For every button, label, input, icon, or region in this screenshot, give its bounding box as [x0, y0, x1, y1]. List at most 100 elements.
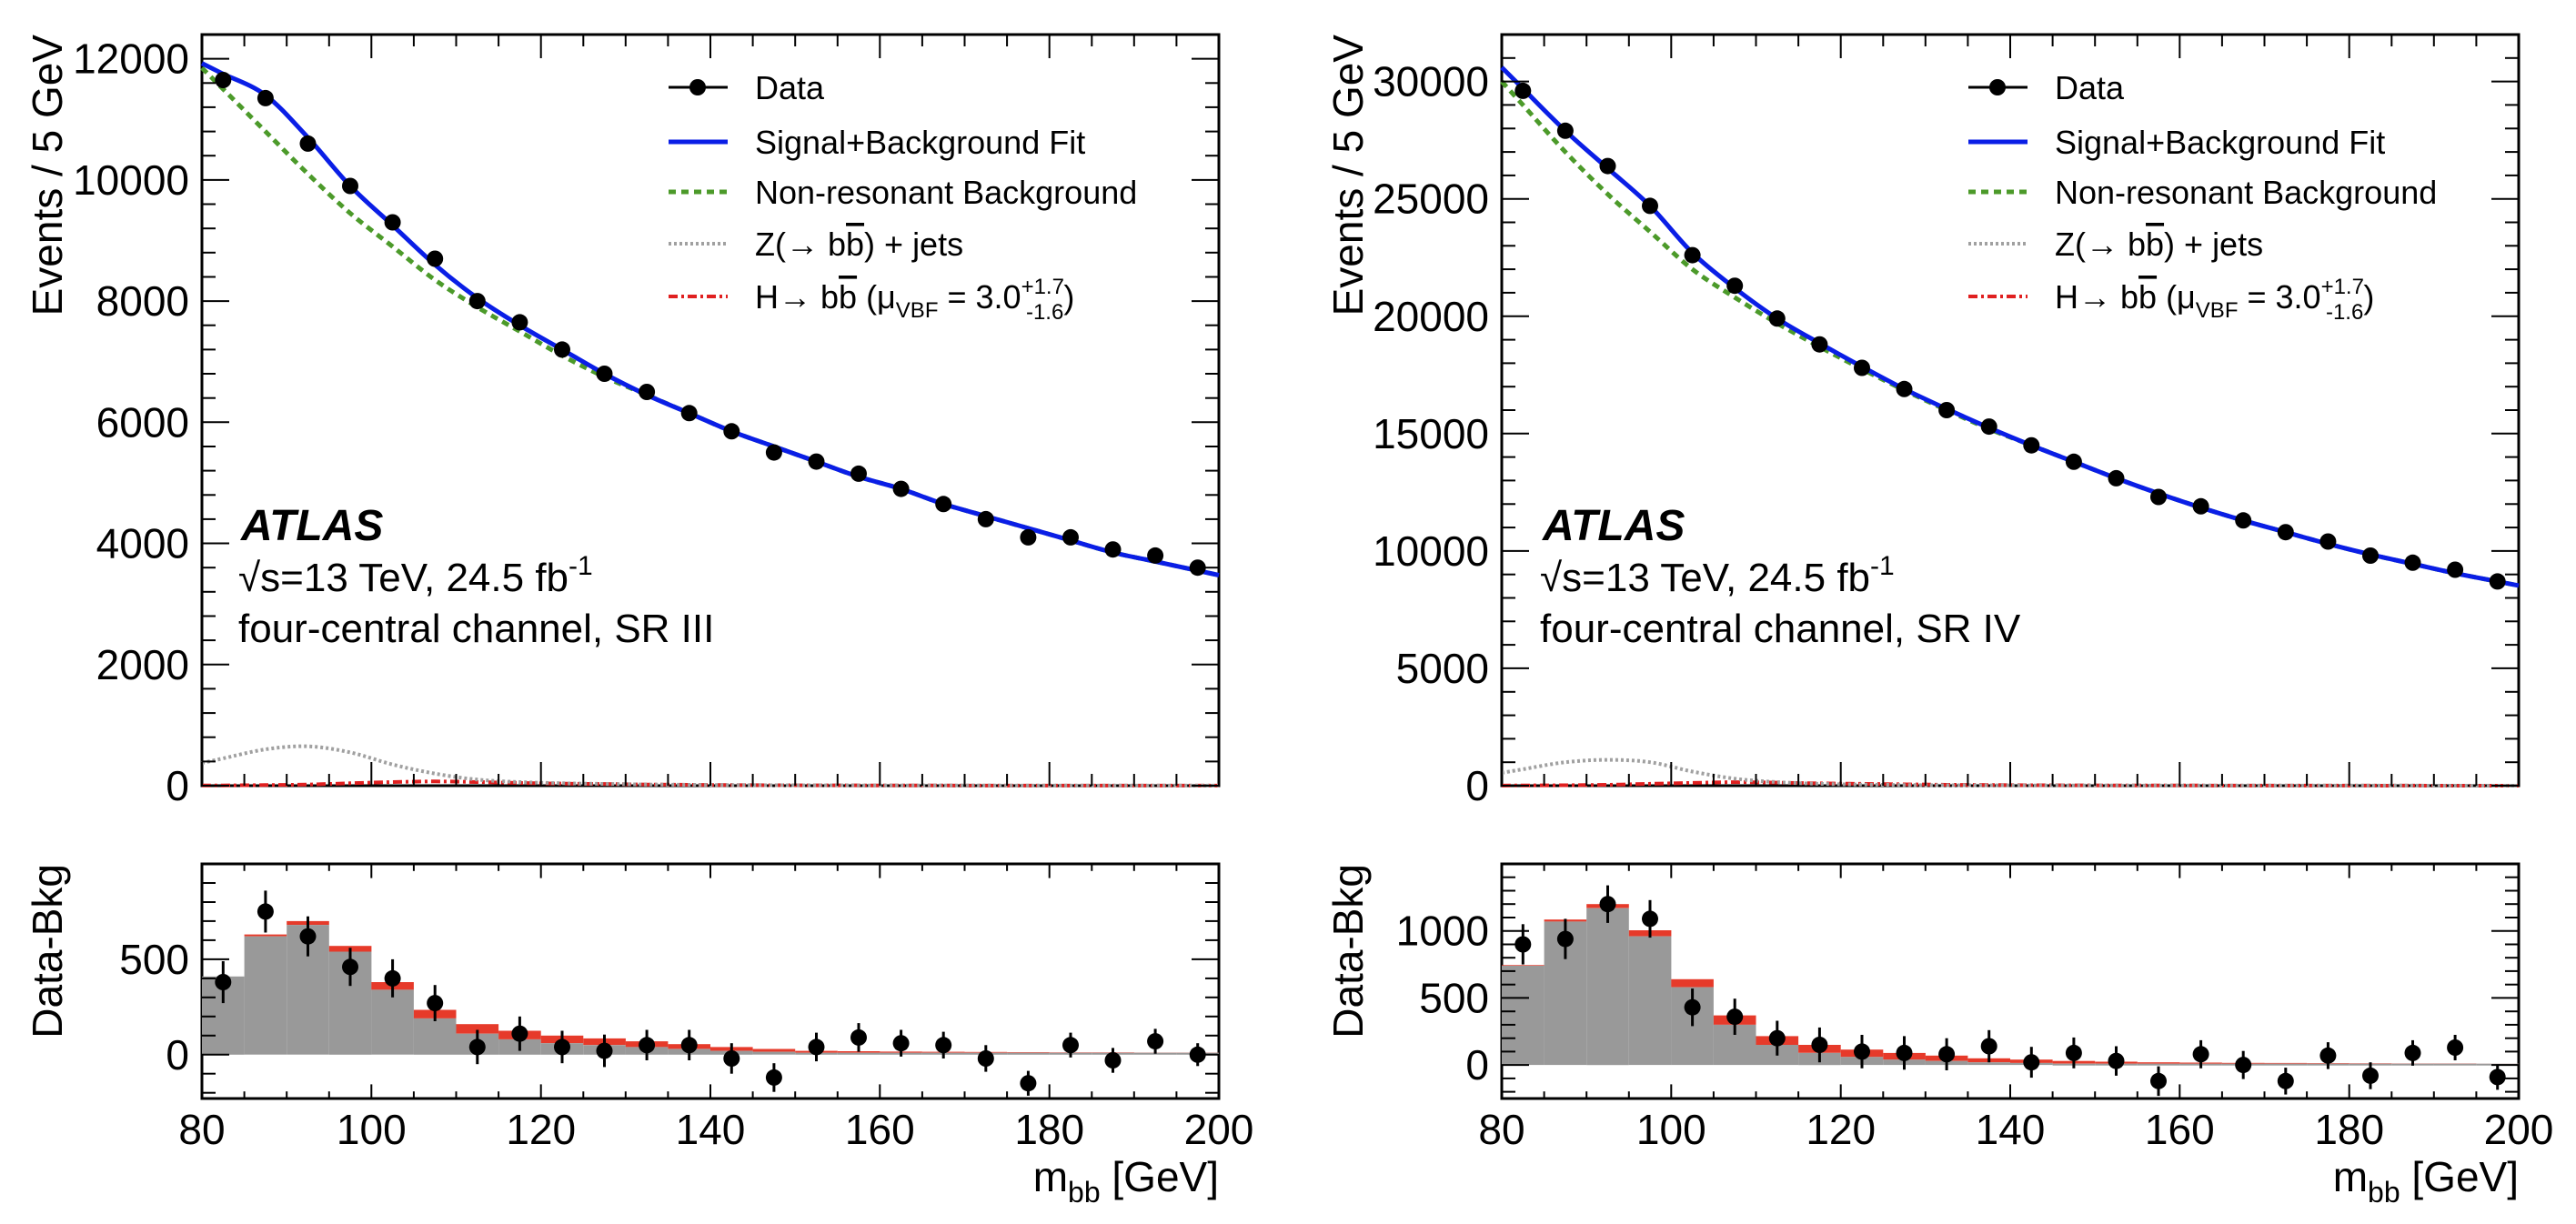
left-legend-z-suffix: ) + jets	[864, 226, 963, 263]
left-ratio-point	[257, 903, 274, 920]
right-ratio-point	[2489, 1068, 2506, 1086]
right-ratio-signal-bar	[1502, 965, 1545, 966]
left-data-point	[427, 250, 444, 267]
left-legend-h-prefix: H→ b	[755, 278, 839, 316]
left-ratio-point	[596, 1042, 613, 1059]
left-ratio-point	[1104, 1052, 1122, 1068]
right-ratio-point	[1726, 1008, 1744, 1026]
left-sqrt: √	[238, 556, 261, 600]
left-legend-h-close: )	[1063, 278, 1074, 316]
right-legend-h-bbar: b	[2138, 278, 2157, 316]
right-ratio-model-bar	[2433, 1063, 2477, 1066]
right-y-tick-label: 10000	[1373, 527, 1489, 575]
left-ratio-point	[639, 1037, 656, 1054]
left-y-tick-label: 2000	[96, 641, 189, 688]
left-ratio-model-bar	[1133, 1052, 1177, 1055]
left-ratio-y-tick-label: 0	[166, 1031, 189, 1079]
right-ratio-point	[1896, 1044, 1913, 1061]
right-data-point	[1599, 157, 1616, 175]
right-y-tick-label: 15000	[1373, 410, 1489, 457]
left-data-point	[1020, 528, 1037, 546]
right-ratio-model-bar	[1586, 908, 1629, 1066]
left-legend-h-eq: = 3.0	[938, 278, 1021, 316]
left-legend-fit-text: Signal+Background Fit	[755, 124, 1085, 161]
left-ratio-model-bar	[413, 1018, 457, 1055]
right-data-point	[2447, 561, 2464, 578]
left-data-point	[511, 314, 528, 331]
right-ratio-point	[1556, 930, 1574, 948]
left-ratio-point	[1020, 1075, 1037, 1092]
left-legend-h-text: H→ bb (μVBF = 3.0+1.7 -1.6)	[755, 275, 1074, 325]
left-data-point	[1189, 559, 1206, 577]
right-legend-h-vbf: VBF	[2196, 298, 2239, 323]
left-legend-data-marker	[689, 79, 706, 95]
left-main-layer	[200, 61, 1220, 788]
right-ratio-point	[2023, 1054, 2040, 1071]
right-ratio-model-bar	[2137, 1063, 2180, 1066]
left-data-point	[257, 89, 274, 106]
right-legend-z-prefix: Z(→ b	[2055, 226, 2146, 263]
left-ratio-signal-bar	[456, 1024, 499, 1034]
right-ratio-point	[2192, 1046, 2209, 1063]
right-x-tick-label: 80	[1478, 1106, 1524, 1153]
right-y-tick-label: 25000	[1373, 176, 1489, 223]
left-x-tick-label: 180	[1014, 1106, 1084, 1153]
left-energy-label: √s=13 TeV, 24.5 fb-1	[238, 551, 593, 600]
right-ratio-y-tick-label: 1000	[1396, 908, 1489, 955]
right-energy-exp: -1	[1870, 551, 1895, 581]
left-ratio-point	[511, 1025, 528, 1042]
right-energy-label: √s=13 TeV, 24.5 fb-1	[1540, 551, 1895, 600]
right-data-point	[2108, 469, 2125, 487]
right-x-tick-label: 200	[2484, 1106, 2554, 1153]
right-y-tick-label: 5000	[1396, 645, 1489, 692]
left-data-point	[342, 177, 358, 195]
left-x-label-m: m	[1033, 1153, 1068, 1200]
left-data-point	[1147, 547, 1164, 564]
left-x-tick-label: 160	[845, 1106, 915, 1153]
right-x-tick-label: 180	[2314, 1106, 2384, 1153]
right-data-point	[2404, 554, 2421, 571]
left-legend-h-vbf: VBF	[896, 298, 939, 323]
right-legend-z-text: Z(→ bb) + jets	[2055, 226, 2263, 263]
left-ratio-signal-bar	[837, 1051, 880, 1053]
right-ratio-point	[1768, 1029, 1786, 1047]
right-x-tick-label: 120	[1806, 1106, 1876, 1153]
right-data-point	[2235, 512, 2252, 529]
right-data-point	[1938, 402, 1956, 418]
left-data-point	[299, 135, 317, 152]
left-ratio-layer	[202, 890, 1219, 1096]
left-ratio-y-tick-label: 500	[119, 936, 189, 983]
right-ratio-point	[2277, 1072, 2294, 1089]
right-data-point	[2489, 573, 2506, 590]
right-data-point	[1811, 336, 1828, 353]
right-legend-h-eq: = 3.0	[2238, 278, 2320, 316]
left-data-point	[468, 293, 486, 310]
right-legend-h-mu: (μ	[2157, 278, 2196, 316]
left-ratio-model-bar	[244, 936, 287, 1055]
right-ratio-y-axis-label: Data-Bkg	[1324, 864, 1372, 1038]
left-ratio-point	[723, 1050, 740, 1067]
left-ratio-point	[299, 928, 317, 945]
right-legend-h-prefix: H→ b	[2055, 278, 2138, 316]
left-x-tick-label: 120	[506, 1106, 576, 1153]
left-ratio-model-bar	[837, 1052, 880, 1055]
right-legend-data-text: Data	[2055, 69, 2125, 106]
left-ratio-point	[850, 1028, 867, 1046]
left-ratio-model-bar	[371, 989, 414, 1055]
right-data-point	[1726, 277, 1744, 295]
right-data-point	[1514, 82, 1532, 99]
right-legend-h-text: H→ bb (μVBF = 3.0+1.7 -1.6)	[2055, 275, 2374, 325]
right-x-label-rest: [GeV]	[2400, 1153, 2519, 1200]
left-ratio-point	[215, 974, 232, 990]
right-data-point	[2319, 533, 2337, 550]
right-legend-z-suffix: ) + jets	[2164, 226, 2263, 263]
right-ratio-point	[1980, 1038, 1997, 1055]
left-legend-z-prefix: Z(→ b	[755, 226, 846, 263]
right-ratio-point	[2108, 1052, 2125, 1069]
right-ratio-point	[1811, 1037, 1828, 1053]
left-data-point	[680, 405, 698, 422]
left-x-axis-label: mbb [GeV]	[1033, 1153, 1219, 1209]
right-y-tick-label: 30000	[1373, 58, 1489, 105]
right-ratio-point	[1642, 910, 1658, 928]
